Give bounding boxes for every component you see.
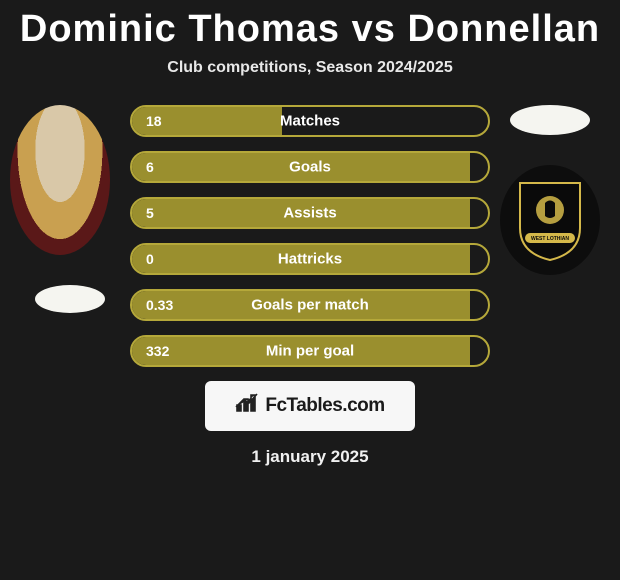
stat-row: 332 Min per goal — [130, 335, 490, 367]
stat-label: Min per goal — [266, 343, 354, 360]
svg-text:WEST LOTHIAN: WEST LOTHIAN — [531, 236, 569, 242]
player1-photo — [10, 105, 110, 255]
stat-value-left: 6 — [146, 159, 154, 175]
player2-club-badge — [510, 105, 590, 135]
stat-value-left: 5 — [146, 205, 154, 221]
footer-logo-text: FcTables.com — [265, 395, 384, 417]
vs-separator: vs — [352, 8, 396, 50]
subtitle: Club competitions, Season 2024/2025 — [0, 59, 620, 77]
player1-club-badge — [35, 285, 105, 313]
stat-row: 0.33 Goals per match — [130, 289, 490, 321]
shield-icon: WEST LOTHIAN — [515, 178, 585, 263]
stat-row: 18 Matches — [130, 105, 490, 137]
chart-icon — [235, 393, 259, 419]
stat-value-left: 332 — [146, 343, 169, 359]
stat-row: 0 Hattricks — [130, 243, 490, 275]
stats-list: 18 Matches 6 Goals 5 Assists 0 Hattricks 0.33 Goa… — [130, 105, 490, 367]
stat-row: 5 Assists — [130, 197, 490, 229]
footer-logo: FcTables.com — [205, 381, 415, 431]
stat-row: 6 Goals — [130, 151, 490, 183]
stat-label: Matches — [280, 113, 340, 130]
stat-value-left: 0.33 — [146, 297, 173, 313]
player2-name: Donnellan — [407, 8, 600, 50]
footer-date: 1 january 2025 — [0, 447, 620, 467]
stat-label: Goals per match — [251, 297, 369, 314]
player2-crest: WEST LOTHIAN — [500, 165, 600, 275]
player1-name: Dominic Thomas — [20, 8, 340, 50]
stat-value-left: 0 — [146, 251, 154, 267]
comparison-title: Dominic Thomas vs Donnellan — [0, 0, 620, 51]
stat-label: Assists — [283, 205, 336, 222]
stat-value-left: 18 — [146, 113, 162, 129]
stat-label: Goals — [289, 159, 331, 176]
content-area: WEST LOTHIAN 18 Matches 6 Goals 5 Assists 0 Hat… — [0, 105, 620, 467]
stat-label: Hattricks — [278, 251, 342, 268]
